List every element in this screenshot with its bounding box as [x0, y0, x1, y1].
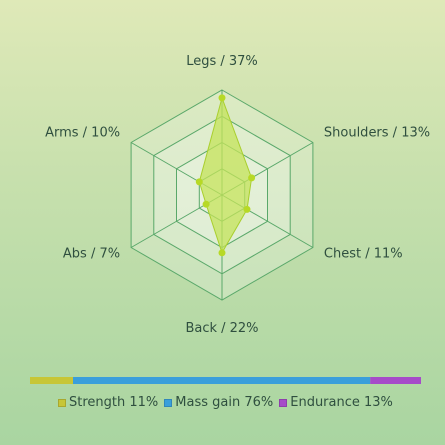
legend-item-endurance: Endurance 13%	[279, 395, 393, 410]
axis-label-legs: Legs / 37%	[186, 54, 258, 69]
axis-label-abs: Abs / 7%	[63, 247, 120, 262]
stacked-bar-segment-mass-gain	[73, 377, 371, 384]
radar-point-arms	[195, 178, 203, 186]
stacked-bar-segment-endurance	[370, 377, 421, 384]
axis-label-chest: Chest / 11%	[324, 247, 403, 262]
legend-swatch-strength	[58, 398, 66, 407]
legend-swatch-endurance	[279, 398, 288, 407]
axis-label-shoulders: Shoulders / 13%	[324, 126, 430, 141]
legend-label-mass-gain: Mass gain 76%	[175, 395, 274, 410]
legend-item-strength: Strength 11%	[58, 395, 158, 410]
radar-point-shoulders	[248, 174, 256, 182]
legend-swatch-mass-gain	[164, 398, 173, 407]
radar-point-chest	[243, 205, 251, 213]
legend-label-endurance: Endurance 13%	[290, 395, 393, 410]
axis-label-arms: Arms / 10%	[45, 126, 120, 141]
radar-point-abs	[202, 200, 210, 208]
axis-label-back: Back / 22%	[185, 321, 258, 336]
stacked-bar-segment-strength	[30, 377, 73, 384]
stacked-bar-legend: Strength 11% Mass gain 76% Endurance 13%	[58, 395, 393, 410]
legend-item-mass-gain: Mass gain 76%	[164, 395, 273, 410]
radar-point-back	[218, 249, 226, 257]
radar-point-legs	[218, 94, 226, 102]
legend-label-strength: Strength 11%	[69, 395, 159, 410]
